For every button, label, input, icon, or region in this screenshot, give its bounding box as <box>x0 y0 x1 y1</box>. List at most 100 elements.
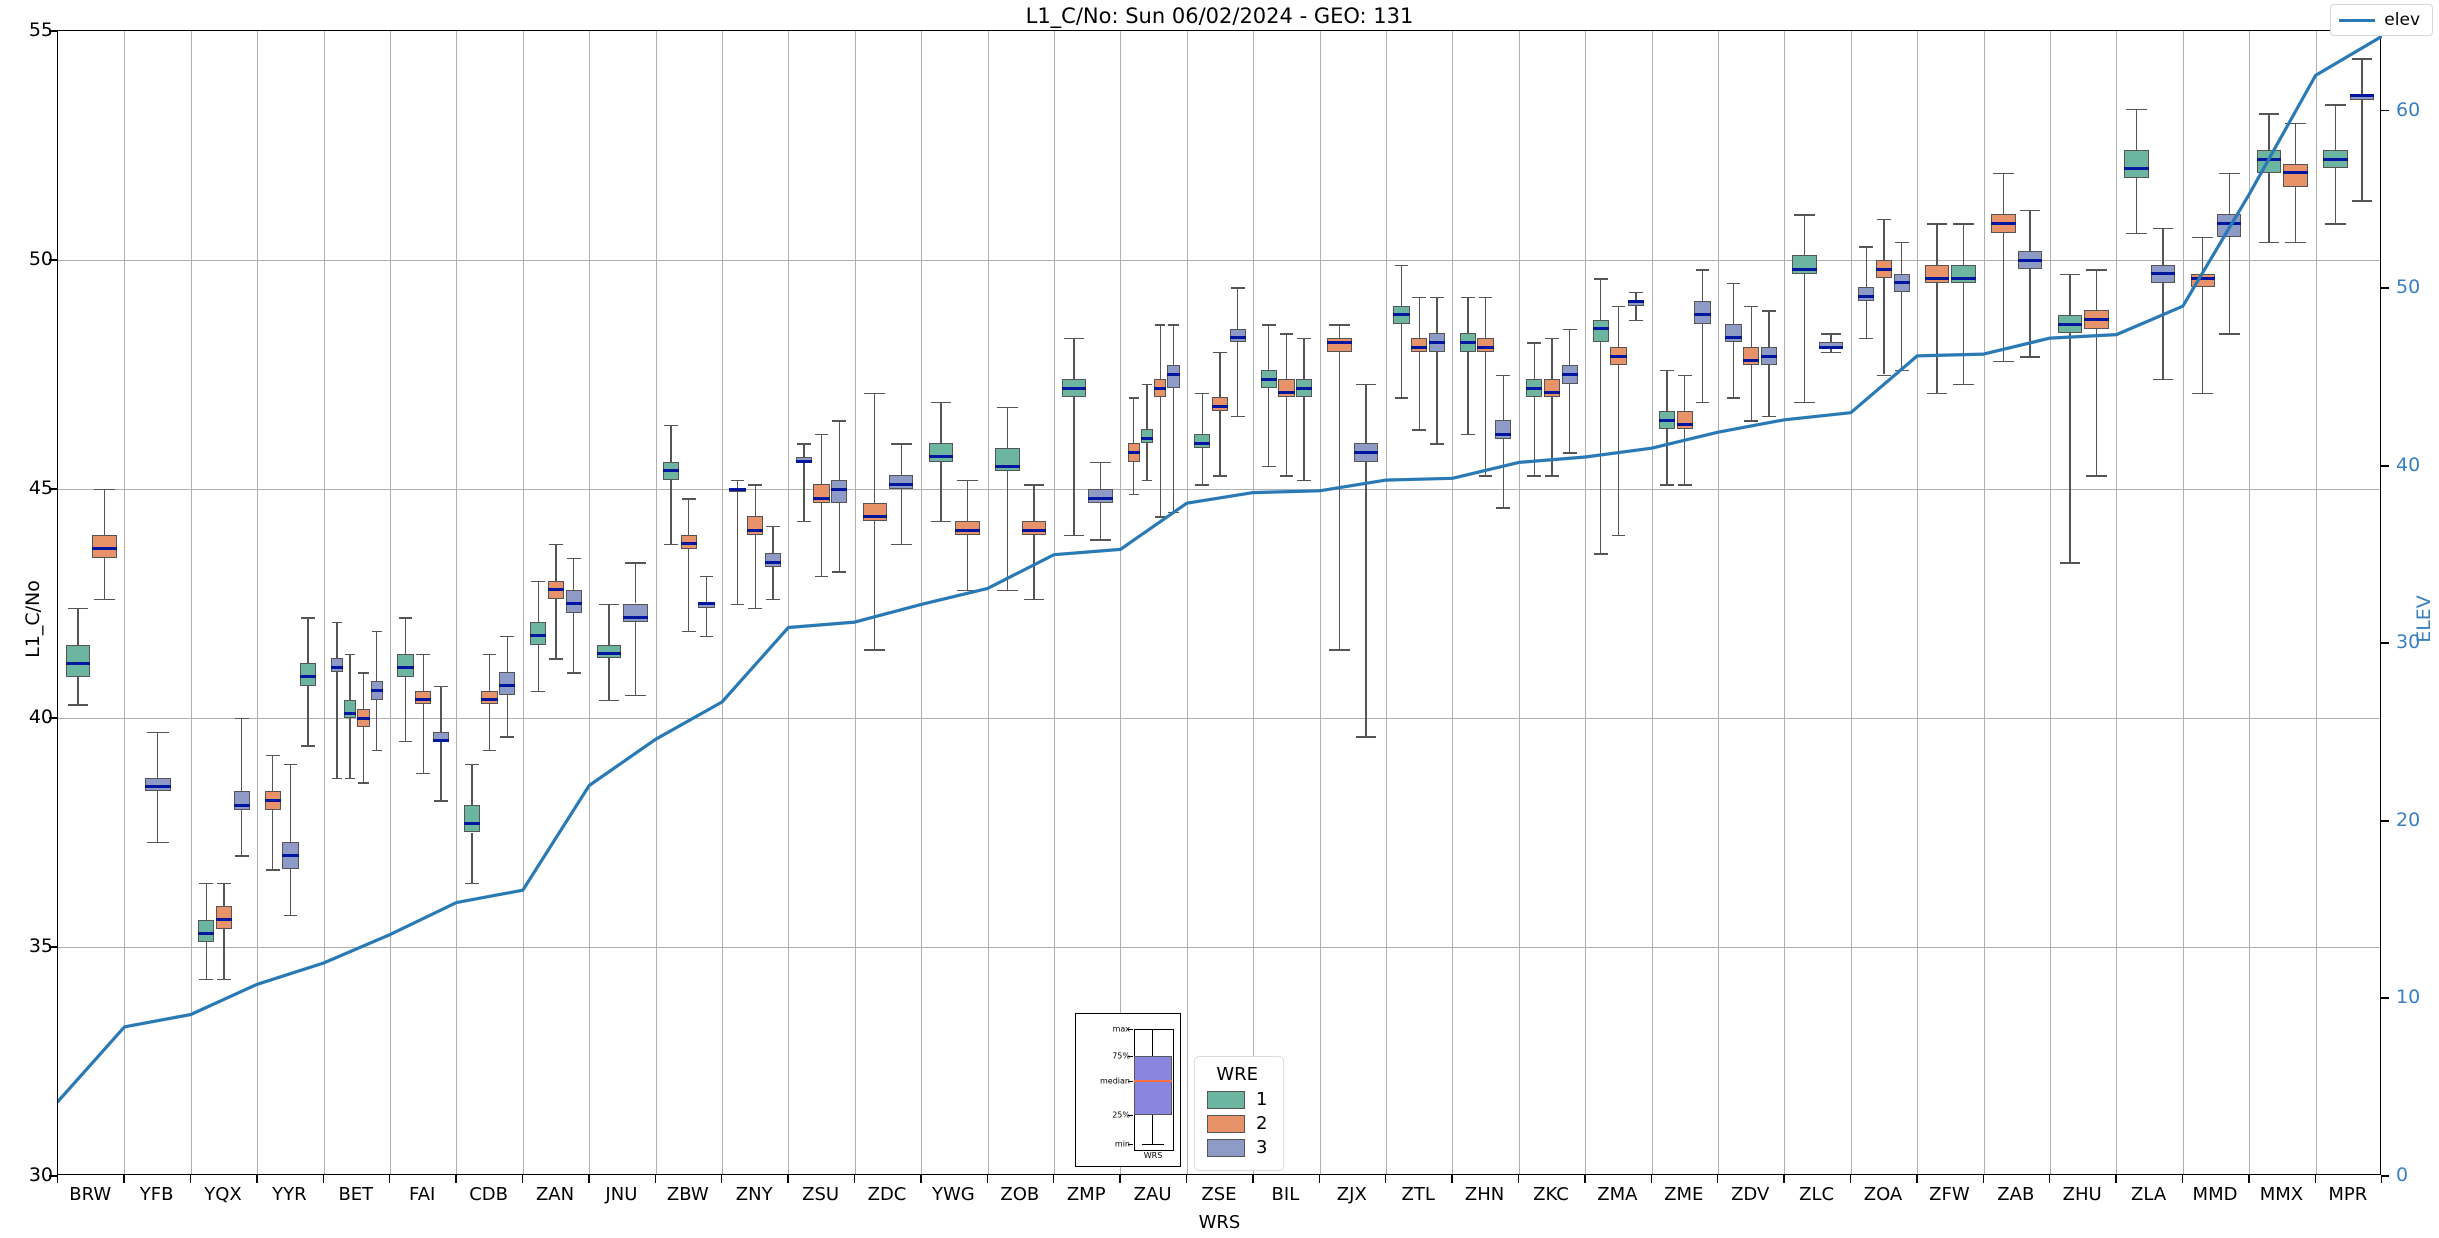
boxplot-whisker-upper <box>670 424 672 462</box>
boxplot-cap-min <box>67 704 89 706</box>
boxplot-box[interactable] <box>92 534 117 558</box>
boxplot-median-line <box>1725 336 1742 340</box>
boxplot-cap-max <box>331 621 342 624</box>
x-axis-tick-label: MMD <box>2192 1184 2238 1205</box>
boxplot-box[interactable] <box>65 644 91 677</box>
x-axis-tick-label: BIL <box>1271 1184 1300 1205</box>
grid-line-vertical <box>2116 31 2118 1174</box>
x-axis-tick-mark <box>1185 1175 1188 1183</box>
boxplot-cap-max <box>1926 223 1948 225</box>
boxplot-median-line <box>1610 354 1627 358</box>
x-axis-tick-mark <box>1717 1175 1719 1183</box>
boxplot-cap-max <box>1527 342 1542 344</box>
boxplot-box[interactable] <box>397 653 414 677</box>
boxplot-whisker-lower <box>223 928 225 980</box>
boxplot-cap-min <box>283 914 298 917</box>
boxplot-whisker-upper <box>1569 328 1571 366</box>
x-axis-tick-label: BET <box>338 1184 374 1205</box>
boxplot-whisker-lower <box>966 534 969 590</box>
boxplot-cap-max <box>1168 324 1179 326</box>
boxplot-box[interactable] <box>1592 319 1609 343</box>
boxplot-box[interactable] <box>198 919 215 943</box>
wre-legend[interactable]: WRE 1 2 3 <box>1194 1056 1285 1171</box>
x-axis-tick-mark <box>1119 1175 1121 1183</box>
boxplot-cap-min <box>1762 415 1776 418</box>
boxplot-whisker-upper <box>608 603 610 645</box>
grid-line-vertical <box>2249 31 2251 1174</box>
inset-cap-min <box>1142 1144 1164 1146</box>
boxplot-median-line <box>1627 299 1645 303</box>
wre-legend-item[interactable]: 3 <box>1207 1137 1267 1158</box>
boxplot-median-line <box>1327 340 1352 344</box>
boxplot-median-line <box>1743 359 1760 363</box>
boxplot-whisker-lower <box>1502 438 1504 508</box>
boxplot-box[interactable] <box>1694 301 1711 325</box>
boxplot-cap-max <box>301 617 315 619</box>
y-axis-left-tick-label: 55 <box>28 19 53 41</box>
boxplot-cap-max <box>1355 383 1377 386</box>
boxplot-cap-min <box>598 699 620 702</box>
boxplot-box[interactable] <box>831 479 848 503</box>
boxplot-cap-min <box>1461 434 1475 436</box>
boxplot-whisker-lower <box>488 704 491 751</box>
x-axis-tick-label: FAI <box>409 1184 436 1205</box>
boxplot-whisker-lower <box>803 461 805 522</box>
grid-line-vertical <box>390 31 391 1174</box>
boxplot-cap-min <box>1155 516 1166 518</box>
boxplot-box[interactable] <box>1167 365 1180 389</box>
boxplot-whisker-upper <box>2228 172 2230 215</box>
boxplot-whisker-upper <box>205 882 207 920</box>
y-axis-right-tick-mark <box>2381 997 2389 1000</box>
wre-legend-item[interactable]: 1 <box>1207 1089 1267 1110</box>
boxplot-cap-max <box>814 434 829 436</box>
wre-legend-item[interactable]: 2 <box>1207 1113 1267 1134</box>
grid-line-vertical <box>456 31 458 1174</box>
boxplot-whisker-lower <box>1750 365 1752 421</box>
boxplot-median-line <box>432 739 450 743</box>
x-axis-tick-mark <box>986 1175 988 1183</box>
boxplot-cap-min <box>1926 392 1948 395</box>
boxplot-cap-max <box>1394 264 1409 266</box>
boxplot-cap-max <box>566 557 581 560</box>
boxplot-median-line <box>1893 281 1910 285</box>
boxplot-whisker-lower <box>77 676 79 705</box>
grid-line-vertical <box>921 31 923 1174</box>
boxplot-whisker-lower <box>1883 278 1885 375</box>
x-axis-tick-label: JNU <box>605 1184 638 1205</box>
x-axis-tick-label: ZSU <box>802 1184 840 1205</box>
boxplot-box[interactable] <box>2124 150 2149 178</box>
x-axis-tick-mark <box>1385 1175 1387 1183</box>
boxplot-box[interactable] <box>215 905 233 929</box>
boxplot-whisker-upper <box>2162 227 2164 265</box>
boxplot-whisker-lower <box>670 479 672 544</box>
grid-line-horizontal <box>58 718 2380 719</box>
boxplot-whisker-upper <box>573 557 575 590</box>
elev-legend[interactable]: elev <box>2330 4 2433 36</box>
boxplot-cap-max <box>1496 374 1511 376</box>
boxplot-whisker-upper <box>820 434 823 485</box>
boxplot-whisker-lower <box>1146 443 1148 480</box>
boxplot-whisker-lower <box>241 809 243 856</box>
boxplot-whisker-upper <box>1172 324 1175 366</box>
boxplot-whisker-upper <box>77 608 79 645</box>
boxplot-median-line <box>1991 221 2016 225</box>
boxplot-box[interactable] <box>530 621 547 645</box>
boxplot-box[interactable] <box>2283 163 2308 187</box>
x-axis-tick-label: ZFW <box>1929 1184 1970 1205</box>
grid-line-vertical <box>1651 31 1653 1174</box>
y-axis-right-tick-label: 0 <box>2396 1164 2409 1186</box>
boxplot-cap-min <box>500 736 515 738</box>
boxplot-box[interactable] <box>565 589 582 613</box>
boxplot-cap-min <box>1744 420 1759 422</box>
boxplot-cap-max <box>1213 351 1227 353</box>
boxplot-cap-max <box>1611 305 1626 308</box>
boxplot-whisker-lower <box>1803 273 1805 402</box>
y-axis-left-tick-label: 40 <box>28 706 53 728</box>
boxplot-cap-max <box>1329 324 1350 326</box>
boxplot-box[interactable] <box>299 663 317 686</box>
boxplot-whisker-lower <box>608 658 610 700</box>
x-axis-tick-mark <box>1982 1175 1984 1183</box>
boxplot-box[interactable] <box>463 805 481 833</box>
boxplot-box[interactable] <box>499 672 516 696</box>
boxplot-cap-max <box>1128 397 1139 399</box>
